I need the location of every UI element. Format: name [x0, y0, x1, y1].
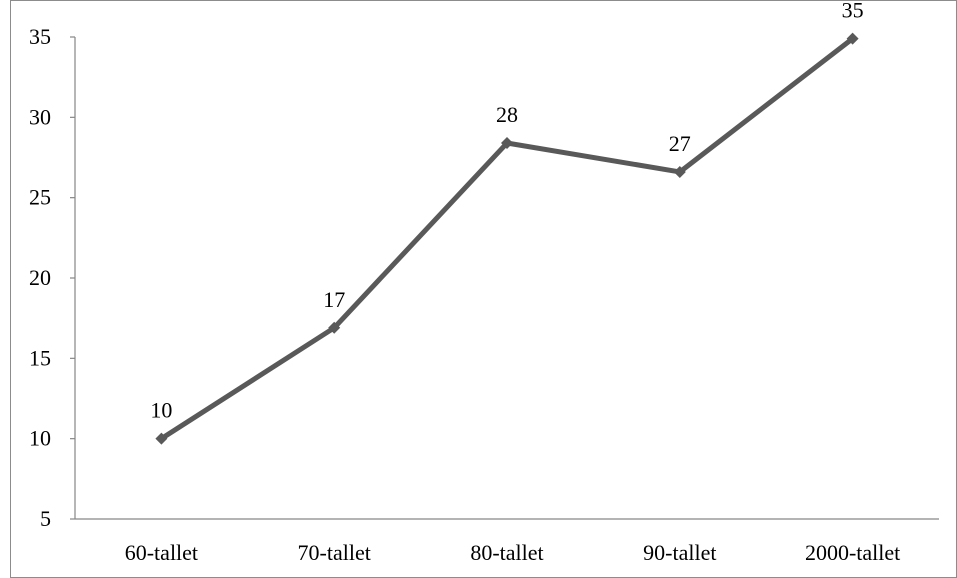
data-point-marker — [673, 165, 686, 178]
y-tick-label: 25 — [29, 185, 51, 210]
series-line — [158, 36, 856, 442]
data-labels: 10 17 28 27 35 — [150, 0, 863, 423]
y-axis-ticks: 5 10 15 20 25 30 35 — [29, 24, 75, 531]
x-tick-label: 60-tallet — [125, 540, 198, 565]
data-label: 10 — [150, 398, 172, 423]
x-axis-ticks: 60-tallet 70-tallet 80-tallet 90-tallet 2000… — [125, 540, 901, 565]
y-tick-label: 10 — [29, 426, 51, 451]
x-tick-label: 2000-tallet — [805, 540, 900, 565]
x-tick-label: 80-tallet — [470, 540, 543, 565]
y-tick-label: 35 — [29, 24, 51, 49]
series-group — [155, 32, 859, 445]
data-label: 28 — [496, 102, 518, 127]
x-tick-label: 70-tallet — [298, 540, 371, 565]
chart-border — [10, 0, 957, 578]
y-tick-label: 5 — [40, 506, 51, 531]
x-tick-label: 90-tallet — [643, 540, 716, 565]
data-point-marker — [846, 32, 859, 45]
data-label: 35 — [842, 0, 864, 23]
y-tick-label: 15 — [29, 345, 51, 370]
data-point-marker — [328, 321, 341, 334]
y-tick-label: 30 — [29, 104, 51, 129]
data-point-marker — [155, 432, 168, 445]
data-point-marker — [501, 137, 513, 150]
y-tick-label: 20 — [29, 265, 51, 290]
data-label: 27 — [669, 131, 691, 156]
data-label: 17 — [323, 287, 345, 312]
